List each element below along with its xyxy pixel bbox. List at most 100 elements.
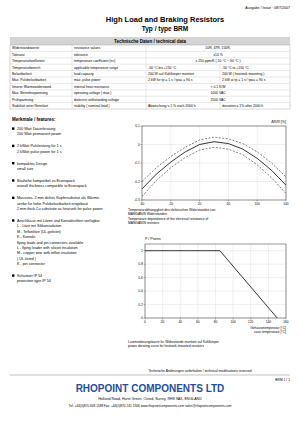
table-header-bar (10, 37, 290, 45)
features-title: Merkmale / features: (12, 117, 56, 122)
tick-label: 100 (255, 202, 261, 206)
tick-label: 120 (248, 320, 254, 324)
grid-line (250, 244, 251, 318)
axis-label: ΔR/R [%] (271, 120, 286, 124)
grid-line (170, 126, 171, 200)
tick-label: 20 (161, 320, 165, 324)
cell: Abweichung ≤ 1 % nach 2000 h (148, 104, 196, 108)
row-line (10, 51, 290, 52)
cell: tolerance (74, 53, 88, 57)
table-title: Technische Daten / technical data (114, 39, 186, 44)
col-line (146, 103, 147, 109)
grid-line (197, 244, 198, 318)
grid-line (233, 244, 234, 318)
grid-line (215, 244, 216, 318)
tick-label: 0.1 (135, 124, 140, 128)
grid-line (142, 181, 286, 182)
tick-label: 0.4 (138, 289, 143, 293)
plot-area (142, 126, 286, 200)
cell: < 0.1 K/W (211, 85, 227, 89)
tick-label: -0.1 (134, 161, 140, 165)
feature-line: L - flying leader with silicon insulatio… (17, 246, 78, 250)
line-series (142, 147, 286, 196)
feature-line: M - copper wire with teflon insulation (17, 251, 77, 255)
cell: 1000 VAC (210, 91, 226, 95)
row-line (10, 96, 290, 97)
tick-label: -0.2 (134, 180, 140, 184)
col-line (72, 90, 73, 96)
tick-label: 100 (230, 320, 236, 324)
feature-line: 2 kWatt pulse power for 1 s (17, 150, 62, 154)
bullet (12, 162, 14, 164)
col-line (146, 96, 147, 102)
address: Holland Road, Hurst Green, Oxted, Surrey… (98, 397, 202, 401)
cell: applicable temperature range (74, 66, 118, 70)
caption: MANGANIN Widerständen (128, 212, 167, 216)
col-line (72, 103, 73, 109)
col-line (72, 77, 73, 83)
cell: Belastbarkeit (12, 72, 32, 76)
grid-line (257, 126, 258, 200)
tick (144, 264, 146, 265)
col-line (146, 64, 147, 70)
col-line (72, 64, 73, 70)
plot-frame (142, 126, 286, 200)
grid-line (162, 244, 163, 318)
col-line (146, 90, 147, 96)
col-line (146, 77, 147, 83)
grid-line (142, 163, 286, 164)
bullet (12, 145, 14, 147)
tick-label: 0.6 (138, 276, 143, 280)
col-line (72, 96, 73, 102)
tick-label: 0.2 (138, 303, 143, 307)
col-line (220, 103, 221, 109)
feature-line: 2 kWatt Pulsleistung für 1 s (17, 144, 62, 148)
plot-area (145, 244, 286, 318)
feature-line: overall thickness compatible to Econopac… (17, 184, 87, 188)
cell: Temperaturkoeffizient (12, 59, 44, 63)
cell: Stabilität unter Nennlast (12, 104, 48, 108)
cell: Temperaturbereich (12, 66, 40, 70)
caption: Temperaturabhängigkeit des elektrischen … (128, 208, 216, 212)
axis-label: P / Pnenn (145, 237, 161, 241)
tick-label: -60 (140, 202, 145, 206)
separator (10, 375, 290, 376)
feature-line: Schutzart IP 54 (17, 274, 42, 278)
tick-label: 160 (283, 320, 289, 324)
cell: internal heat resistance (74, 85, 109, 89)
cell: Max. Pulsbelastbarkeit (12, 78, 46, 82)
cell: ±10 % (213, 53, 223, 57)
feature-line: Bauhöhe kompatibel zu Econopack (17, 179, 75, 183)
axis-label: Gehäusetemperatur [°C] (250, 326, 286, 330)
cell: operating voltage ( max ) (74, 91, 112, 95)
tick (141, 126, 143, 127)
grid-line (199, 126, 200, 200)
col-line (146, 45, 147, 51)
cell: Max. Betriebsspannung (12, 91, 48, 95)
bullet (12, 197, 14, 199)
cell: ± 250 ppm/K ( 20 °C ~ 60 °C ) (195, 59, 240, 63)
tick-label: 140 (283, 202, 289, 206)
grid-line (180, 244, 181, 318)
cell: Innerer Wärmewiderstand (12, 85, 51, 89)
tick-label: 40 (178, 320, 182, 324)
background (0, 0, 300, 425)
feature-line: flying leads and pin connectors availabl… (17, 241, 83, 245)
feature-line: L - Litze mit Silikonisolation (17, 224, 61, 228)
tick-label: 0 (144, 320, 146, 324)
tick-label: 0 (138, 143, 140, 147)
axis-label: case temperature [°C] (254, 330, 286, 334)
feature-line: Massives, 2 mm dickes Kupfersubstrat als… (17, 196, 101, 200)
line-series (142, 137, 286, 181)
cell: 2500 VAC (210, 98, 226, 102)
data-group (145, 251, 277, 318)
cell: 200 W ( heatsink mounting ) (222, 72, 264, 76)
cell: stability ( nominal load ) (74, 104, 110, 108)
feature-line: protection type IP 54 (17, 279, 51, 283)
line-series (145, 251, 277, 318)
col-line (72, 51, 73, 57)
row-line (10, 77, 290, 78)
feature-line: M - Teflonlitze (UL-gelistet) (17, 230, 61, 234)
col-line (72, 71, 73, 77)
row-line (10, 64, 290, 65)
